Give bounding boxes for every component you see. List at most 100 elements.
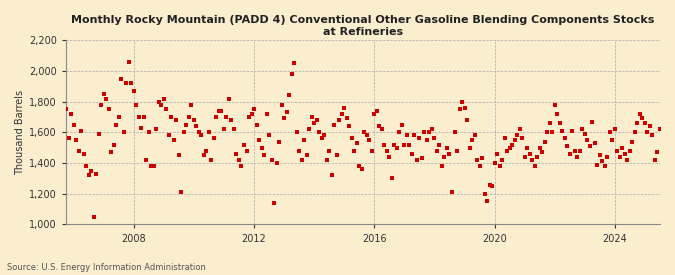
Point xyxy=(138,115,149,119)
Point xyxy=(602,155,613,159)
Point xyxy=(605,130,616,134)
Point xyxy=(231,152,242,156)
Point xyxy=(620,152,630,156)
Point xyxy=(562,144,572,148)
Point xyxy=(206,158,217,162)
Point xyxy=(587,119,598,124)
Point xyxy=(273,139,284,144)
Point xyxy=(482,199,493,204)
Point xyxy=(223,96,234,101)
Point xyxy=(58,70,69,75)
Point xyxy=(649,158,660,162)
Point xyxy=(294,148,304,153)
Point xyxy=(279,116,290,121)
Point xyxy=(186,103,197,107)
Point xyxy=(642,130,653,134)
Point xyxy=(377,127,387,131)
Point xyxy=(367,148,377,153)
Point xyxy=(414,136,425,141)
Point xyxy=(211,115,222,119)
Point xyxy=(281,110,292,115)
Point xyxy=(188,118,199,122)
Point xyxy=(251,122,262,127)
Point xyxy=(184,115,194,119)
Point xyxy=(507,142,518,147)
Point xyxy=(306,115,317,119)
Point xyxy=(289,61,300,65)
Point xyxy=(229,127,240,131)
Point xyxy=(254,138,265,142)
Point xyxy=(599,164,610,168)
Point xyxy=(612,148,623,153)
Point xyxy=(416,156,427,161)
Point xyxy=(171,118,182,122)
Point xyxy=(622,158,633,162)
Point xyxy=(86,169,97,173)
Point xyxy=(83,173,94,178)
Point xyxy=(519,155,530,159)
Point xyxy=(259,153,269,158)
Point xyxy=(491,152,502,156)
Point xyxy=(466,138,477,142)
Point xyxy=(90,172,101,176)
Point xyxy=(221,115,232,119)
Point xyxy=(141,158,152,162)
Point xyxy=(244,115,254,119)
Point xyxy=(532,155,543,159)
Point xyxy=(634,112,645,116)
Point xyxy=(96,103,107,107)
Point xyxy=(173,153,184,158)
Point xyxy=(379,142,389,147)
Point xyxy=(557,129,568,133)
Point xyxy=(194,130,205,134)
Point xyxy=(198,153,209,158)
Point xyxy=(76,129,86,133)
Point xyxy=(429,136,440,141)
Point xyxy=(241,148,252,153)
Point xyxy=(592,162,603,167)
Point xyxy=(497,158,508,162)
Point xyxy=(456,99,467,104)
Point xyxy=(514,127,525,131)
Point xyxy=(627,139,638,144)
Point xyxy=(424,130,435,134)
Point xyxy=(329,122,340,127)
Point xyxy=(234,158,244,162)
Point xyxy=(632,121,643,125)
Point xyxy=(299,138,310,142)
Point xyxy=(248,107,259,111)
Point xyxy=(71,138,82,142)
Point xyxy=(124,59,134,64)
Point xyxy=(387,176,398,181)
Point xyxy=(560,136,570,141)
Point xyxy=(78,152,89,156)
Point xyxy=(439,155,450,159)
Point xyxy=(126,81,136,85)
Point xyxy=(354,164,364,168)
Point xyxy=(361,133,372,138)
Point xyxy=(589,141,600,145)
Point xyxy=(336,112,347,116)
Point xyxy=(487,184,497,188)
Point xyxy=(276,103,287,107)
Point xyxy=(166,115,177,119)
Point xyxy=(474,164,485,168)
Point xyxy=(319,133,329,138)
Point xyxy=(392,145,402,150)
Point xyxy=(151,127,162,131)
Point xyxy=(384,155,395,159)
Point xyxy=(517,136,528,141)
Point xyxy=(464,145,475,150)
Point xyxy=(630,130,641,134)
Point xyxy=(156,103,167,107)
Point xyxy=(610,127,620,131)
Point xyxy=(65,112,76,116)
Point xyxy=(500,136,510,141)
Point xyxy=(404,142,415,147)
Point xyxy=(296,158,307,162)
Point xyxy=(539,139,550,144)
Point xyxy=(176,190,187,194)
Point xyxy=(655,127,666,131)
Point xyxy=(342,116,352,121)
Point xyxy=(286,72,297,76)
